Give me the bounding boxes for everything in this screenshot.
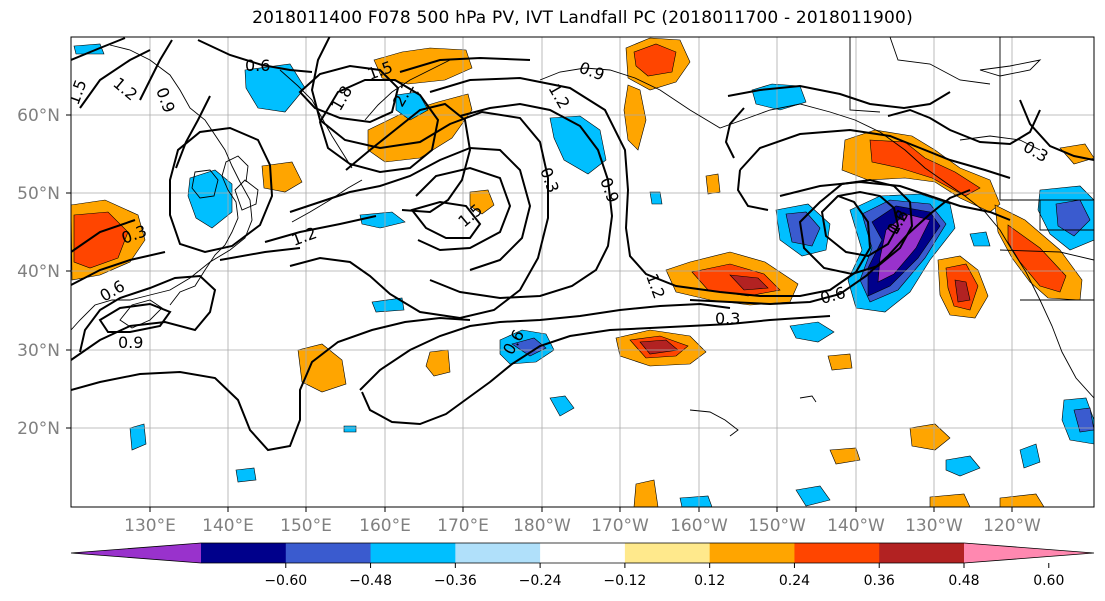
cool-anomaly-alaska <box>751 83 807 111</box>
contour-label: 0.6 <box>245 56 270 75</box>
warm-anomaly-subtropics-3 <box>827 353 853 371</box>
warm-core-pacific-northwest <box>1007 224 1067 293</box>
colorbar-bin <box>201 543 287 563</box>
warm-anomaly-aleutians <box>623 84 647 151</box>
cool-anomaly-nw-pacific <box>187 169 233 229</box>
cool-anomaly-small-1 <box>549 395 575 417</box>
cool-core-subtropics-8 <box>1073 407 1094 433</box>
lon-label: 120°W <box>983 516 1041 536</box>
colorbar: −0.60 −0.48 −0.36 −0.24 −0.12 0.12 0.24 0.36 0.4… <box>70 542 1095 589</box>
longitude-axis <box>149 507 1013 512</box>
colorbar-bin <box>370 543 456 563</box>
lon-label: 140°E <box>202 516 254 536</box>
contour-label: 0.3 <box>715 309 740 328</box>
map-title: 2018011400 F078 500 hPa PV, IVT Landfall… <box>252 8 913 28</box>
colorbar-tick-label: −0.60 <box>264 573 307 589</box>
cool-anomaly-subtropics-14 <box>235 467 257 483</box>
warm-core-bering-north <box>633 43 677 77</box>
colorbar-extend-high <box>964 543 1094 563</box>
colorbar-tick-label: −0.12 <box>603 573 646 589</box>
cool-anomaly-subtropics-9 <box>795 485 831 507</box>
pv-contours <box>71 37 1094 452</box>
cool-core-east <box>1055 199 1091 237</box>
map-border <box>70 36 1095 508</box>
cool-anomaly-north-small <box>73 43 105 55</box>
warm-dark-subtropical-jet <box>729 274 769 291</box>
warm-anomaly-midpacific <box>469 189 495 215</box>
lon-label: 130°E <box>124 516 176 536</box>
lon-label: 150°E <box>280 516 332 536</box>
latitude-axis <box>66 114 71 429</box>
warm-anomaly-subtropics-10 <box>633 479 659 507</box>
cool-core-offshore <box>785 211 821 247</box>
lat-label: 60°N <box>17 106 60 126</box>
colorbar-tick-label: 0.36 <box>864 573 895 589</box>
colorbar-bin <box>455 543 541 563</box>
lon-label: 140°W <box>827 516 885 536</box>
colorbar-bin <box>879 543 965 563</box>
colorbar-tick-label: 0.48 <box>948 573 979 589</box>
colorbar-extend-low <box>71 543 201 563</box>
warm-anomaly-subtropics-13 <box>999 493 1045 507</box>
cool-anomaly-small-4 <box>649 191 663 205</box>
anomaly-shading <box>71 37 1094 507</box>
colorbar-tick-label: 0.12 <box>694 573 725 589</box>
warm-dark-california <box>954 279 971 303</box>
lat-label: 30°N <box>17 341 60 361</box>
colorbar-bin <box>285 543 372 563</box>
graticule <box>71 37 1094 507</box>
lon-label: 130°W <box>905 516 963 536</box>
lat-label: 20°N <box>17 419 60 439</box>
lat-label: 50°N <box>17 184 60 204</box>
lon-label: 160°W <box>670 516 728 536</box>
warm-anomaly-small-1 <box>705 173 721 195</box>
warm-anomaly-subtropics-12 <box>929 493 971 507</box>
colorbar-tick-label: −0.48 <box>349 573 392 589</box>
lon-label: 170°E <box>437 516 489 536</box>
colorbar-tick-label: 0.24 <box>779 573 810 589</box>
cool-anomaly-strip <box>359 211 406 229</box>
colorbar-tick-label: −0.24 <box>519 573 562 589</box>
cool-anomaly-subtropics-2 <box>789 321 835 343</box>
contour-label: 0.9 <box>118 333 143 352</box>
colorbar-tick-label: 0.60 <box>1033 573 1064 589</box>
colorbar-bin <box>794 543 880 563</box>
cool-anomaly-south <box>371 297 405 313</box>
lat-label: 40°N <box>17 262 60 282</box>
cool-anomaly-kuril <box>244 63 306 113</box>
cool-anomaly-subtropics-7 <box>1019 443 1041 469</box>
lon-label: 150°W <box>748 516 806 536</box>
cool-anomaly-small-2 <box>129 423 147 451</box>
cool-anomaly-small-5 <box>969 231 991 247</box>
colorbar-bin <box>624 543 711 563</box>
colorbar-bin <box>540 543 626 563</box>
warm-anomaly-subtropics-5 <box>829 447 861 465</box>
cool-anomaly-subtropics-11 <box>679 495 713 507</box>
cool-core-south-mid <box>511 337 547 357</box>
colorbar-tick-label: −0.36 <box>434 573 477 589</box>
cool-core-ar-landfall <box>877 213 931 283</box>
lon-label: 170°W <box>591 516 649 536</box>
lon-label: 160°E <box>359 516 411 536</box>
warm-anomaly-south-west <box>297 343 347 393</box>
colorbar-outline <box>70 542 1095 564</box>
lon-label: 180°W <box>513 516 571 536</box>
cool-anomaly-dateline <box>549 115 607 175</box>
warm-anomaly-subtropics-4 <box>909 423 951 451</box>
cool-anomaly-small-3 <box>343 425 357 433</box>
colorbar-bin <box>709 543 795 563</box>
cool-anomaly-subtropics-6 <box>945 455 981 477</box>
